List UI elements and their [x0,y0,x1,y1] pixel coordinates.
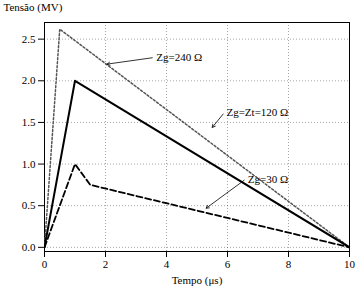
svg-text:0.0: 0.0 [22,241,36,253]
svg-text:6: 6 [225,258,231,270]
svg-text:Tempo (μs): Tempo (μs) [172,274,223,287]
svg-text:8: 8 [286,258,292,270]
svg-text:Zg=Zt=120 Ω: Zg=Zt=120 Ω [226,106,288,118]
svg-text:1.5: 1.5 [22,116,36,128]
svg-text:Zg=30 Ω: Zg=30 Ω [248,173,288,185]
svg-text:10: 10 [344,258,356,270]
svg-text:Tensão (MV): Tensão (MV) [4,1,63,14]
svg-text:2.5: 2.5 [22,33,36,45]
svg-text:2.0: 2.0 [22,74,36,86]
svg-text:Zg=240 Ω: Zg=240 Ω [156,51,202,63]
svg-text:2: 2 [103,258,109,270]
svg-text:0: 0 [42,258,48,270]
svg-text:1.0: 1.0 [22,158,36,170]
svg-text:4: 4 [164,258,170,270]
svg-text:0.5: 0.5 [22,199,36,211]
